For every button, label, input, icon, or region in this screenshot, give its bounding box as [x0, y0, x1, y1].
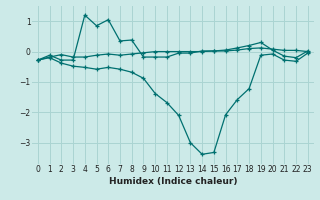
X-axis label: Humidex (Indice chaleur): Humidex (Indice chaleur) [108, 177, 237, 186]
